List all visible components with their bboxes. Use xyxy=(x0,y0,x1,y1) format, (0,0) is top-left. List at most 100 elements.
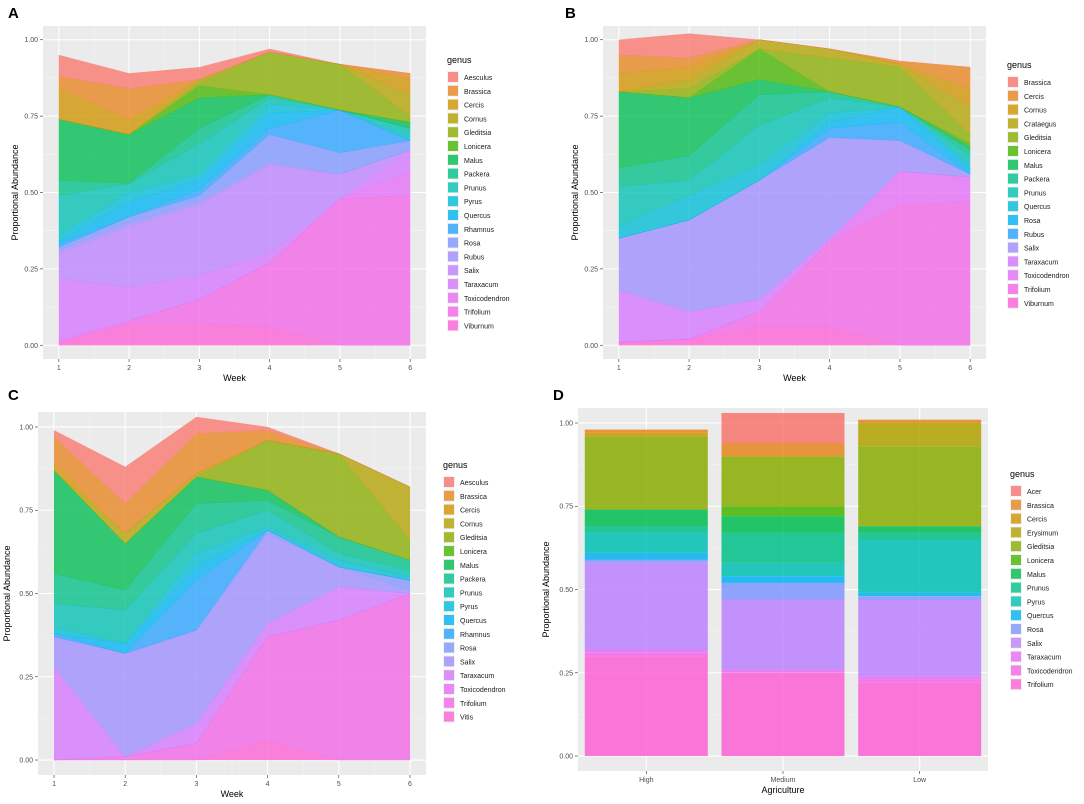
bar-prunus-medium xyxy=(721,532,845,563)
legend-label: Malus xyxy=(460,563,479,570)
legend-swatch xyxy=(444,490,454,501)
legend-label: Prunus xyxy=(1024,190,1047,197)
legend-swatch xyxy=(1008,104,1018,115)
bar-toxicodendron-high xyxy=(584,652,708,657)
x-tick-label: 3 xyxy=(757,365,761,372)
legend-swatch xyxy=(448,251,458,262)
panel-d: D 0.00 0.25 0.50 0.75 1.00 High Medium Low Agricu… xyxy=(541,387,1073,795)
bar-erysimum-low xyxy=(858,423,982,447)
legend-label: Malus xyxy=(464,158,483,165)
area-brassica xyxy=(618,33,971,68)
bar-cercis-high xyxy=(584,433,708,437)
bar-taraxacum-low xyxy=(858,676,982,680)
y-axis-title: Proportional Abundance xyxy=(2,545,12,641)
legend-swatch xyxy=(1011,499,1021,510)
x-tick-label: 6 xyxy=(968,365,972,372)
area-aesculus xyxy=(53,416,411,504)
y-tick-label: 1.00 xyxy=(584,37,598,44)
legend-swatch xyxy=(1008,256,1018,267)
legend-swatch xyxy=(1008,118,1018,129)
legend-swatch xyxy=(1008,159,1018,170)
legend-label: Quercus xyxy=(464,213,491,220)
legend-swatch xyxy=(444,711,454,722)
legend-label: Brassica xyxy=(1027,503,1054,510)
bar-taraxacum-medium xyxy=(721,669,845,673)
x-tick-label: 5 xyxy=(898,365,902,372)
legend-label: Quercus xyxy=(1027,613,1054,620)
area-quercus xyxy=(58,109,411,245)
y-tick-label: 0.50 xyxy=(24,190,38,197)
legend-swatch xyxy=(448,72,458,82)
legend-title: genus xyxy=(447,55,472,65)
legend-swatch xyxy=(444,697,454,708)
area-gleditsia xyxy=(58,51,411,135)
bar-gleditsia-low xyxy=(858,446,982,527)
legend-label: Cercis xyxy=(460,508,480,515)
legend-swatch xyxy=(448,223,458,234)
legend-swatch xyxy=(444,642,454,653)
legend-swatch xyxy=(1011,651,1021,662)
data-layer xyxy=(58,48,412,346)
legend-title: genus xyxy=(1007,60,1032,70)
legend-swatch xyxy=(1008,297,1018,308)
legend-swatch xyxy=(1008,242,1018,253)
bar-rosa-high xyxy=(584,559,708,563)
bar-lonicera-medium xyxy=(721,506,845,517)
legend-label: Aesculus xyxy=(460,480,489,487)
legend-label: Viburnum xyxy=(464,323,494,330)
legend-title: genus xyxy=(1010,469,1035,479)
legend-swatch xyxy=(1011,513,1021,524)
legend-swatch xyxy=(1011,541,1021,552)
panel-letter-d: D xyxy=(553,387,564,404)
legend-swatch xyxy=(448,154,458,165)
legend-label: Taraxacum xyxy=(1024,259,1058,266)
y-tick-label: 0.00 xyxy=(559,754,573,761)
legend-swatch xyxy=(444,684,454,694)
legend-swatch xyxy=(1008,77,1018,87)
bar-trifolium-low xyxy=(858,682,982,756)
legend-swatch xyxy=(1011,527,1021,538)
legend-label: Cornus xyxy=(464,116,487,123)
x-tick-label: Medium xyxy=(771,777,796,784)
legend-swatch xyxy=(444,532,454,543)
legend-label: Toxicodendron xyxy=(1024,273,1070,280)
legend-label: Pyrus xyxy=(460,604,478,611)
legend-swatch xyxy=(444,670,454,681)
area-trifolium xyxy=(58,195,411,346)
y-tick-label: 0.00 xyxy=(584,343,598,350)
legend-label: Lonicera xyxy=(1024,149,1051,156)
data-layer xyxy=(618,33,971,346)
y-axis-title: Proportional Abundance xyxy=(10,144,20,240)
legend-label: Prunus xyxy=(460,590,483,597)
legend-swatch xyxy=(448,279,458,289)
legend-swatch xyxy=(444,546,454,556)
legend-swatch xyxy=(448,168,458,179)
legend-swatch xyxy=(448,306,458,317)
x-tick-label: 4 xyxy=(268,365,272,372)
legend-label: Cornus xyxy=(1024,108,1047,115)
legend-swatch xyxy=(444,628,454,639)
y-tick-label: 0.25 xyxy=(559,670,573,677)
y-tick-label: 1.00 xyxy=(19,424,33,431)
y-tick-label: 0.50 xyxy=(584,190,598,197)
bar-toxicodendron-low xyxy=(858,679,982,683)
y-tick-label: 0.75 xyxy=(24,114,38,121)
legend-swatch xyxy=(448,127,458,138)
legend-label: Pyrus xyxy=(464,199,482,206)
legend-label: Crataegus xyxy=(1024,121,1057,128)
y-tick-label: 0.25 xyxy=(19,674,33,681)
legend-swatch xyxy=(448,292,458,303)
legend-title: genus xyxy=(443,460,468,470)
y-tick-label: 1.00 xyxy=(559,420,573,427)
panel-letter-b: B xyxy=(565,5,576,22)
bar-malus-low xyxy=(858,526,982,533)
x-tick-label: 6 xyxy=(408,781,412,788)
legend-label: Acer xyxy=(1027,489,1042,496)
bar-pyrus-low xyxy=(858,539,982,593)
legend-label: Cercis xyxy=(464,103,484,110)
bar-rosa-low xyxy=(858,596,982,600)
legend-label: Toxicodendron xyxy=(1027,668,1073,675)
y-tick-label: 0.00 xyxy=(24,343,38,350)
legend-label: Gleditsia xyxy=(1024,135,1051,142)
legend-swatch xyxy=(1011,555,1021,565)
